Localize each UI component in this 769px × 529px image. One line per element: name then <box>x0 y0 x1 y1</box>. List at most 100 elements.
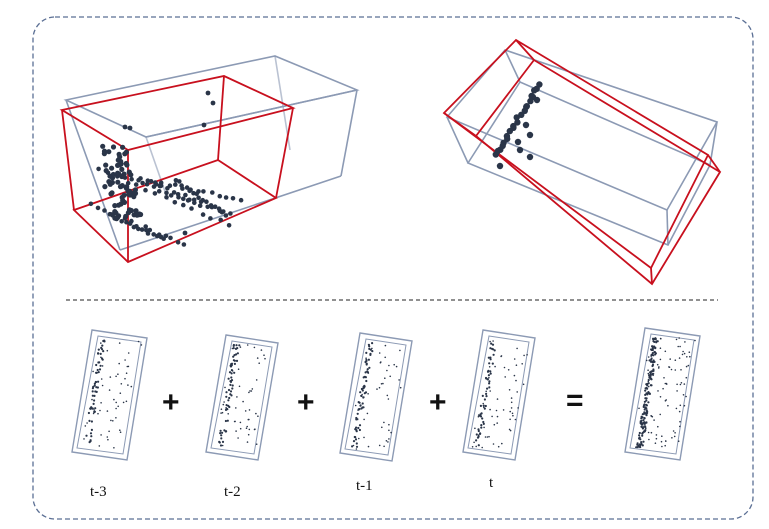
lidar-point <box>182 230 188 236</box>
frame-point <box>235 344 238 347</box>
lidar-point <box>210 100 216 106</box>
frame-point <box>238 344 241 347</box>
lidar-point <box>513 114 520 121</box>
frame-point <box>521 363 523 365</box>
lidar-point <box>187 197 192 203</box>
frame-point <box>674 359 677 362</box>
lidar-point <box>124 184 130 190</box>
frame-point <box>357 426 360 430</box>
equals-operator: = <box>566 384 584 417</box>
frame-outline <box>71 329 148 461</box>
lidar-point <box>187 188 192 194</box>
frame-point <box>694 339 696 342</box>
frame-point <box>378 352 381 354</box>
frame-point <box>526 354 528 356</box>
frame-point <box>640 425 643 428</box>
frame-point <box>380 383 383 385</box>
frame-point <box>124 377 126 380</box>
frame-point <box>682 394 685 396</box>
lidar-point <box>226 223 232 228</box>
frame-point <box>354 428 357 431</box>
frame-point <box>355 442 358 445</box>
frame-point <box>117 405 119 408</box>
frame-point <box>644 389 647 392</box>
frame-point <box>653 419 655 421</box>
frame-point <box>481 446 484 449</box>
frame-point <box>101 384 104 387</box>
frame-point <box>235 407 237 409</box>
lidar-point <box>194 191 199 197</box>
frame-point <box>257 415 259 418</box>
frame-point <box>480 412 483 415</box>
frame-point <box>659 396 662 398</box>
lidar-point <box>171 190 177 195</box>
frame-point <box>94 380 97 384</box>
frame-point <box>477 444 480 447</box>
frame-point <box>674 369 677 371</box>
lidar-point <box>127 221 133 226</box>
frame-point <box>652 359 655 362</box>
lidar-point <box>205 90 211 96</box>
frame-point <box>648 376 651 379</box>
frame-point <box>369 348 372 351</box>
lidar-point <box>119 166 125 172</box>
frame-point <box>115 375 117 378</box>
frame-point <box>227 388 231 392</box>
frame-point <box>513 374 516 377</box>
frame-point <box>92 385 95 388</box>
lidar-point <box>496 162 504 170</box>
frame-point <box>366 368 369 371</box>
frame-point <box>385 440 388 442</box>
frame-point <box>686 356 688 358</box>
frame-point <box>487 374 490 377</box>
lidar-point <box>96 166 101 172</box>
frame-point <box>642 426 645 429</box>
frame-point <box>493 349 496 352</box>
lidar-point <box>208 203 214 208</box>
lidar-point <box>492 151 499 158</box>
frame-point <box>388 364 390 367</box>
frame-point <box>93 382 96 385</box>
frame-point <box>388 423 390 426</box>
lidar-point <box>115 179 121 185</box>
frame-point <box>100 342 102 344</box>
frame-point <box>653 340 656 343</box>
lidar-point <box>136 226 141 232</box>
frame-point <box>359 404 362 407</box>
frame-point <box>367 445 370 448</box>
frame-point <box>676 383 678 386</box>
frame-point <box>654 442 657 445</box>
frame-point <box>656 363 659 366</box>
frame-point <box>511 412 514 415</box>
lidar-point <box>152 191 158 196</box>
frame-point <box>386 394 389 397</box>
frame-point <box>365 363 368 366</box>
lidar-point <box>156 189 162 194</box>
frame-point <box>362 406 365 409</box>
lidar-point <box>117 154 123 160</box>
frame-point <box>100 378 103 380</box>
frame-point <box>358 424 362 427</box>
frame-point <box>103 339 106 342</box>
frame-point <box>238 385 241 388</box>
frame-point <box>657 390 659 392</box>
frame-point <box>358 401 361 404</box>
frame-point <box>231 347 234 350</box>
frame-point <box>500 355 503 357</box>
frame-point <box>383 421 385 424</box>
frame-point <box>384 377 386 380</box>
lidar-point <box>165 186 170 191</box>
frame-point <box>504 376 507 378</box>
frame-point <box>647 372 650 375</box>
lidar-point <box>191 197 197 203</box>
frame-point <box>482 402 485 405</box>
frame-point <box>482 422 485 425</box>
frame-point <box>643 422 646 425</box>
frame-point <box>224 430 227 433</box>
frame-point <box>89 432 93 435</box>
lidar-point <box>143 224 148 229</box>
frame-point <box>474 427 476 430</box>
frame-point <box>388 429 390 432</box>
frame-point <box>224 419 227 423</box>
frame-point <box>514 418 517 421</box>
